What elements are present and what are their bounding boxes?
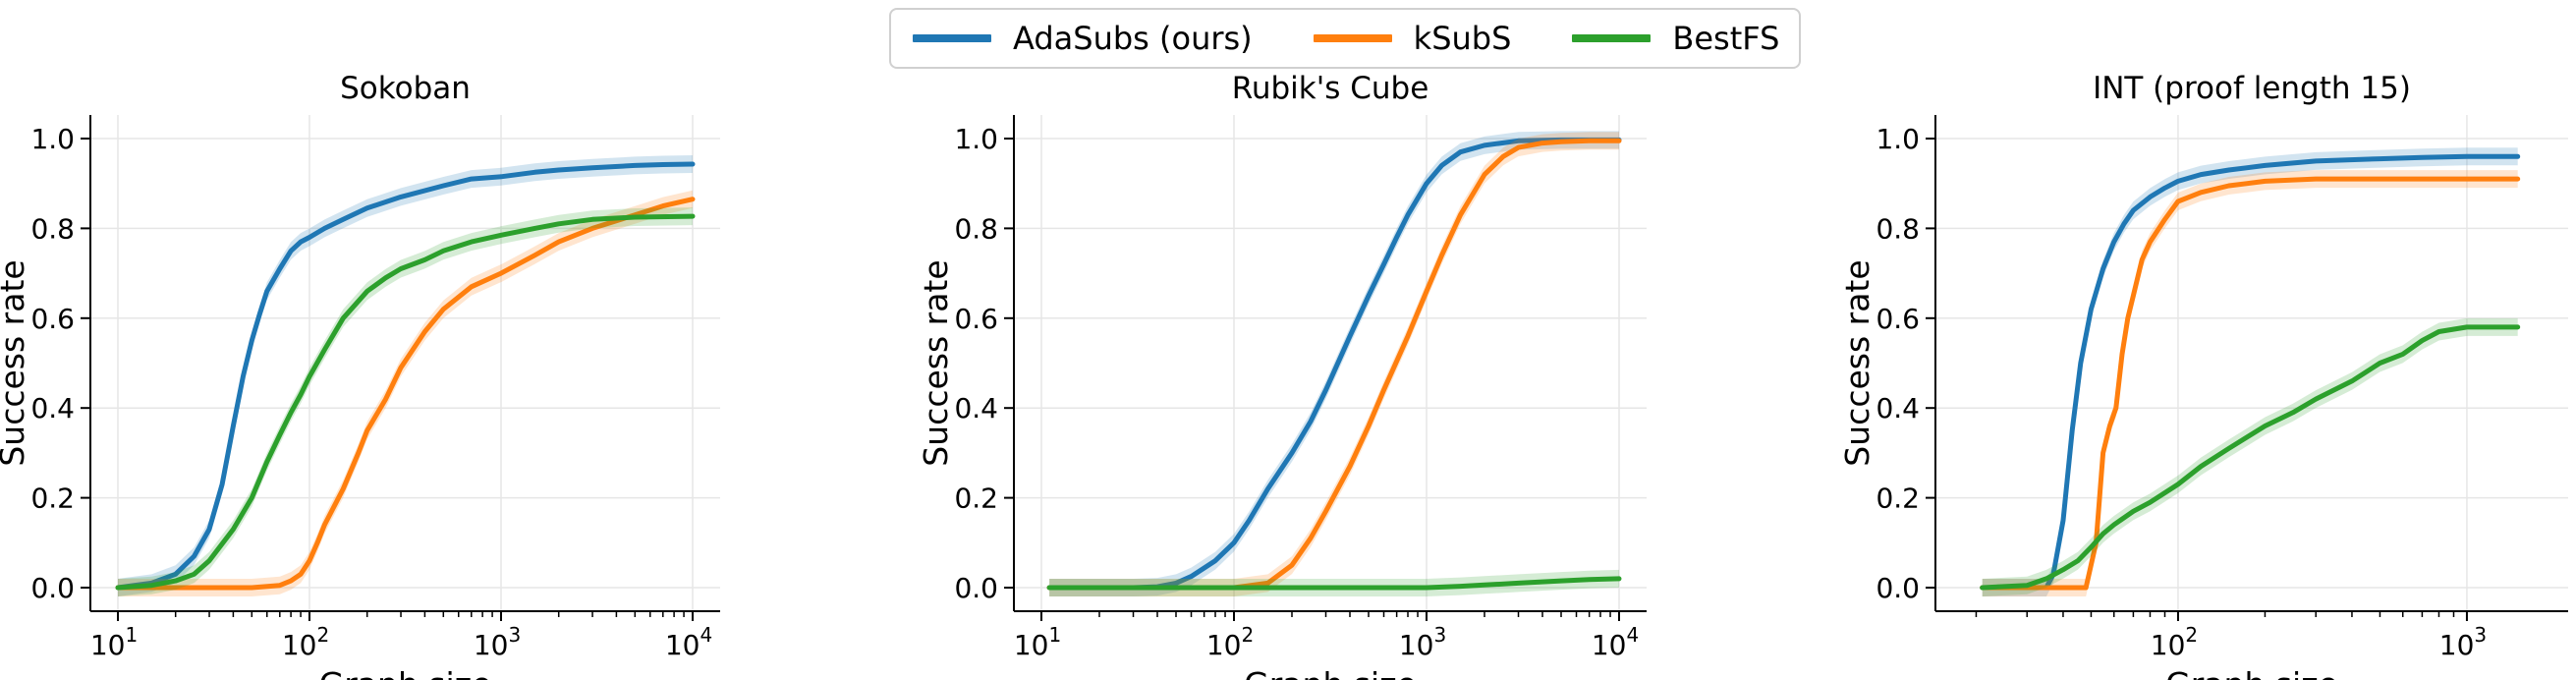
chart-title: Rubik's Cube — [1232, 71, 1429, 106]
tick-label-y: 0.2 — [954, 482, 998, 515]
axis-label-x: Graph size — [319, 665, 492, 680]
tick-label-x: 101 — [90, 623, 138, 661]
tick-label-y: 0.2 — [1876, 482, 1920, 515]
series-line-1 — [1980, 153, 2521, 591]
series-line-2 — [1980, 176, 2521, 591]
legend-item-bestfs: BestFS — [1572, 20, 1779, 57]
chart-title: Sokoban — [340, 71, 471, 106]
tick-label-y: 0.4 — [30, 392, 75, 425]
legend: AdaSubs (ours) kSubS BestFS — [889, 8, 1801, 69]
chart-panel-3: 0.0 0.2 0.4 0.6 0.8 1.0 102 103 INT (proof lengt… — [1838, 71, 2568, 680]
series-band-3 — [1982, 317, 2518, 596]
axis-label-y: Success rate — [917, 259, 955, 466]
tick-label-y: 0.4 — [1876, 392, 1920, 425]
tick-label-y: 0.8 — [954, 212, 998, 245]
tick-label-y: 1.0 — [1876, 123, 1920, 155]
axis-label-x: Graph size — [1244, 665, 1417, 680]
tick-label-y: 0.8 — [30, 212, 75, 245]
tick-label-x: 104 — [665, 623, 712, 661]
axis-label-y: Success rate — [0, 259, 31, 466]
legend-swatch-ksubs — [1313, 34, 1392, 42]
chart-panel-2: 0.0 0.2 0.4 0.6 0.8 1.0 101 102 103 104 Rubik's Cu… — [917, 71, 1647, 680]
tick-label-x: 103 — [2439, 623, 2487, 661]
series-band-2 — [1049, 132, 1619, 597]
tick-label-y: 1.0 — [30, 123, 75, 155]
tick-label-y: 0.2 — [30, 482, 75, 515]
tick-label-x: 102 — [1206, 623, 1254, 661]
series-line-3 — [1980, 324, 2521, 591]
axis-label-x: Graph size — [2165, 665, 2338, 680]
series-line-1 — [115, 161, 696, 591]
tick-label-y: 0.8 — [1876, 212, 1920, 245]
series-line-3 — [1046, 576, 1622, 591]
tick-label-y: 0.0 — [1876, 572, 1920, 604]
tick-label-x: 102 — [282, 623, 329, 661]
axis-label-y: Success rate — [1838, 259, 1876, 466]
tick-label-y: 0.6 — [1876, 303, 1920, 335]
tick-label-y: 0.0 — [954, 572, 998, 604]
tick-label-x: 103 — [474, 623, 521, 661]
legend-label-ksubs: kSubS — [1413, 20, 1512, 57]
tick-label-x: 102 — [2151, 623, 2198, 661]
series-line-2 — [1046, 138, 1622, 591]
legend-item-adasubs: AdaSubs (ours) — [913, 20, 1253, 57]
series-band-1 — [1049, 131, 1619, 596]
series-line-3 — [115, 213, 696, 591]
legend-label-adasubs: AdaSubs (ours) — [1013, 20, 1253, 57]
series-line-2 — [115, 197, 696, 591]
tick-label-x: 101 — [1014, 623, 1061, 661]
tick-label-y: 0.6 — [954, 303, 998, 335]
tick-label-y: 0.4 — [954, 392, 998, 425]
legend-swatch-adasubs — [913, 34, 991, 42]
tick-label-y: 1.0 — [954, 123, 998, 155]
series-line-1 — [1046, 137, 1622, 591]
legend-swatch-bestfs — [1572, 34, 1652, 42]
chart-panel-1: 0.0 0.2 0.4 0.6 0.8 1.0 101 102 103 104 Sokoban Gra… — [0, 71, 720, 680]
legend-label-bestfs: BestFS — [1672, 20, 1780, 57]
tick-label-x: 103 — [1399, 623, 1446, 661]
tick-label-y: 0.0 — [30, 572, 75, 604]
tick-label-y: 0.6 — [30, 303, 75, 335]
tick-label-x: 104 — [1592, 623, 1639, 661]
legend-item-ksubs: kSubS — [1313, 20, 1512, 57]
chart-title: INT (proof length 15) — [2093, 71, 2411, 106]
